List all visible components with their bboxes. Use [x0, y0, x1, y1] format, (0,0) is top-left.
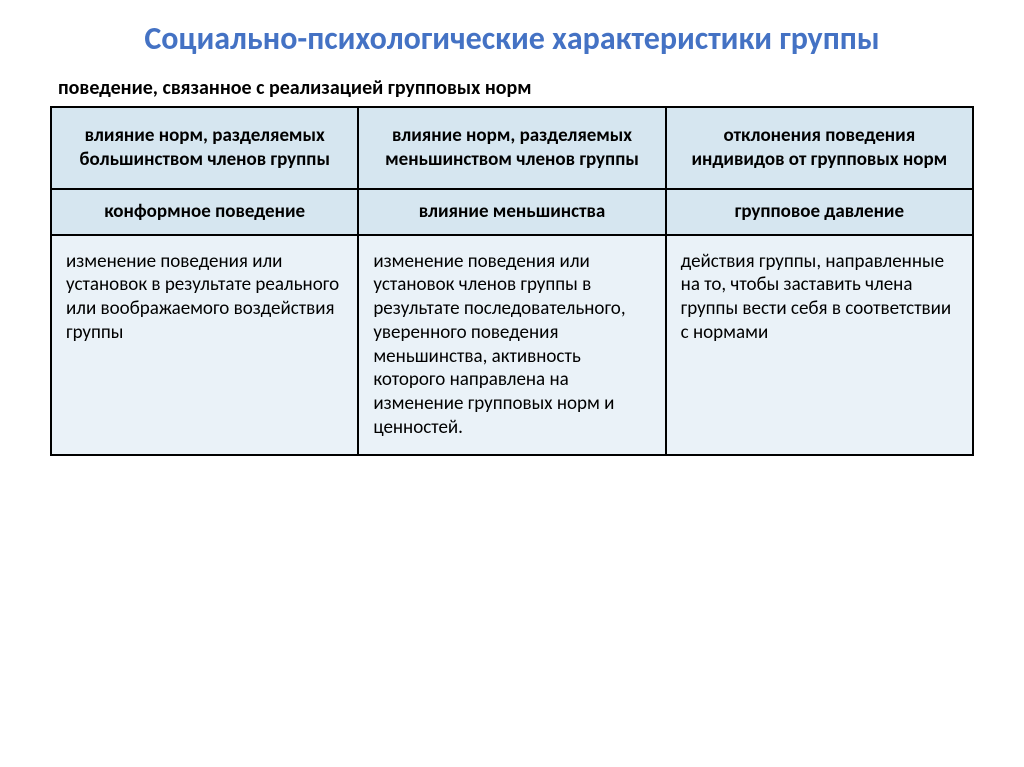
body-cell-2: изменение поведения или установок членов…	[358, 235, 665, 455]
body-cell-1: изменение поведения или установок в резу…	[51, 235, 358, 455]
subheader-cell-1: конформное поведение	[51, 189, 358, 235]
header-cell-3: отклонения поведения индивидов от группо…	[666, 107, 973, 189]
table-body-row: изменение поведения или установок в резу…	[51, 235, 973, 455]
characteristics-table: влияние норм, разделяемых большинством ч…	[50, 106, 974, 455]
header-cell-1: влияние норм, разделяемых большинством ч…	[51, 107, 358, 189]
page-title: Социально-психологические характеристики…	[50, 20, 974, 58]
subtitle: поведение, связанное с реализацией групп…	[58, 76, 974, 100]
subheader-cell-3: групповое давление	[666, 189, 973, 235]
subheader-cell-2: влияние меньшинства	[358, 189, 665, 235]
header-cell-2: влияние норм, разделяемых меньшинством ч…	[358, 107, 665, 189]
body-cell-3: действия группы, направленные на то, что…	[666, 235, 973, 455]
table-subheader-row: конформное поведение влияние меньшинства…	[51, 189, 973, 235]
table-header-row: влияние норм, разделяемых большинством ч…	[51, 107, 973, 189]
